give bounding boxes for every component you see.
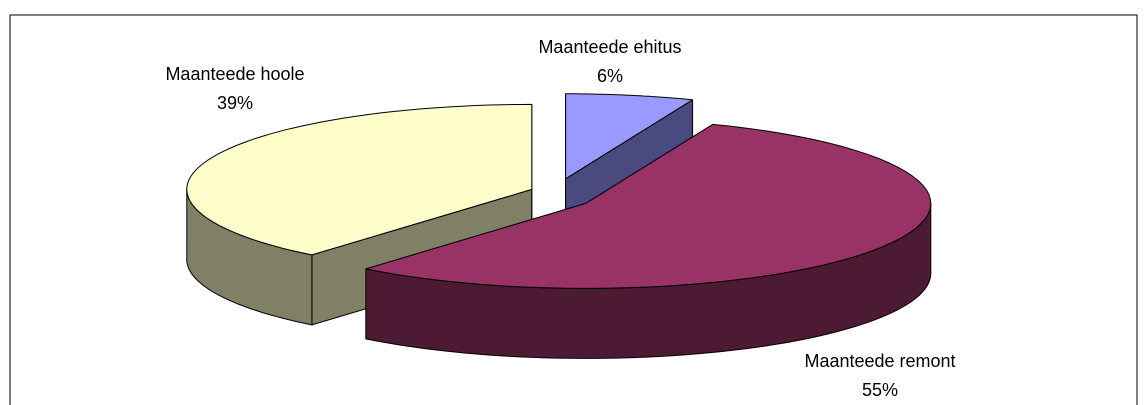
slice-label: Maanteede ehitus xyxy=(538,37,681,57)
slice-label: Maanteede remont xyxy=(804,351,955,371)
slice-value-label: 39% xyxy=(217,93,253,113)
slice-value-label: 6% xyxy=(597,66,623,86)
slice xyxy=(365,123,932,289)
slice-value-label: 55% xyxy=(862,380,898,400)
slice-label: Maanteede hoole xyxy=(165,64,304,84)
slice xyxy=(565,93,694,180)
slice xyxy=(186,103,533,256)
